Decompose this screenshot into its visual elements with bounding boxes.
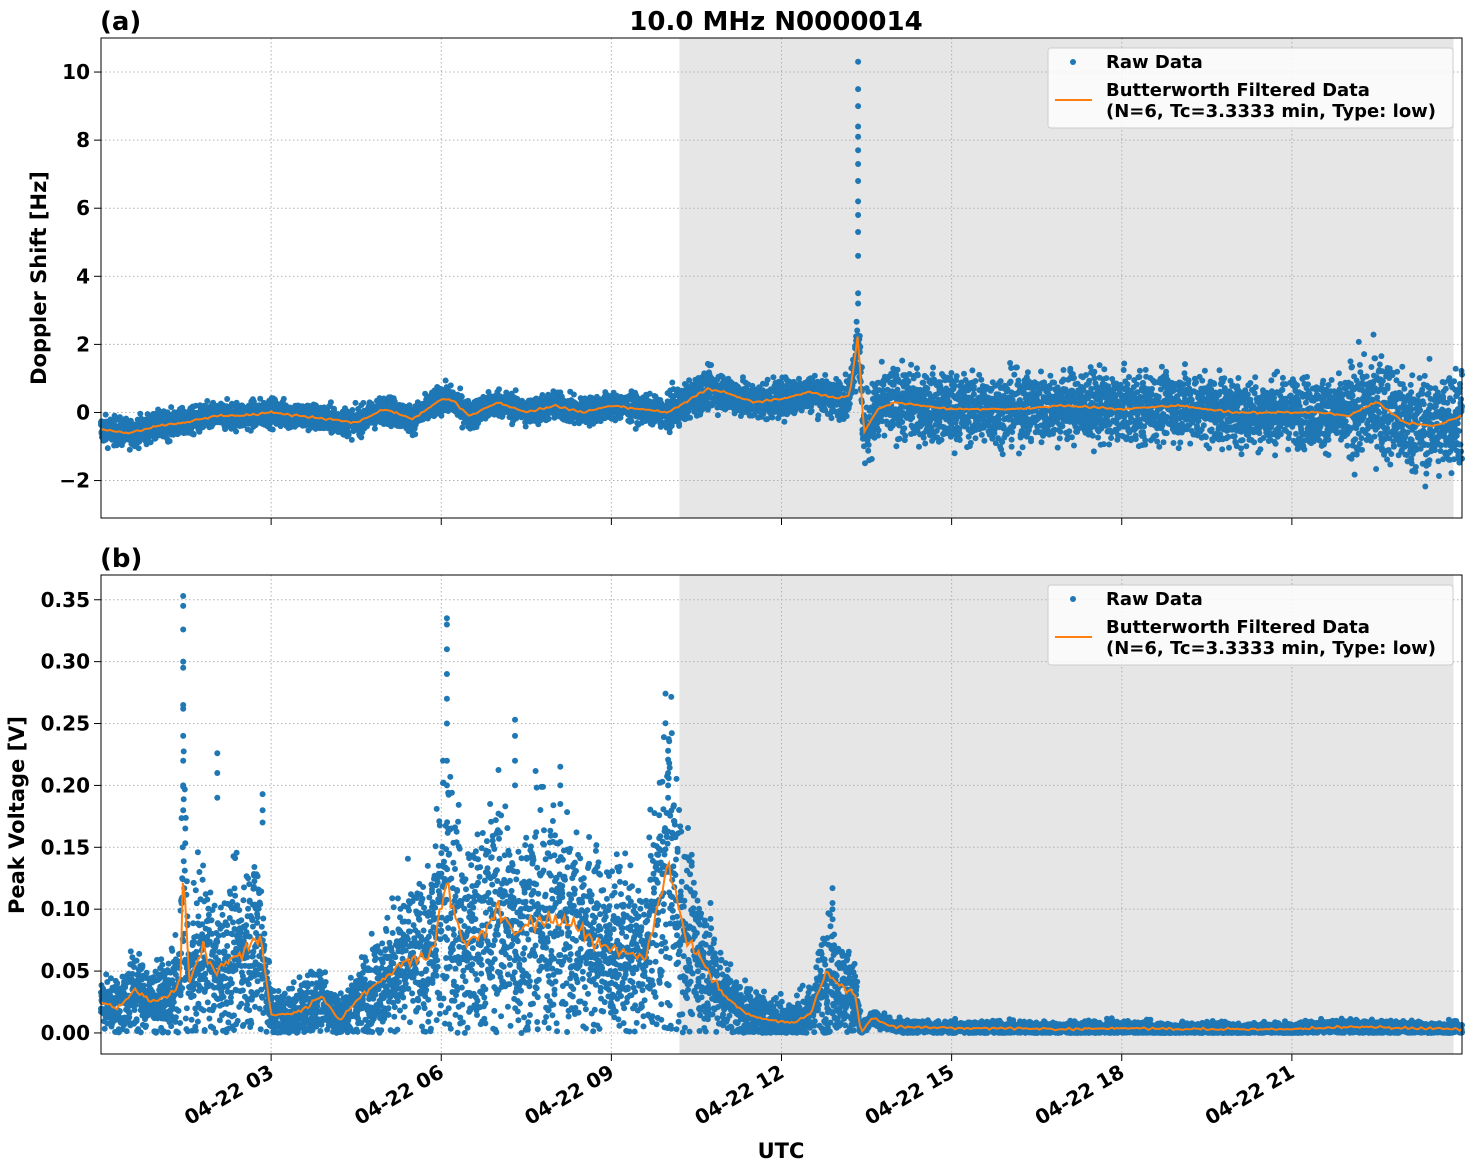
raw-data-point (828, 415, 835, 422)
raw-data-point (126, 446, 133, 453)
raw-data-point (168, 404, 175, 411)
raw-data-point (166, 438, 173, 445)
raw-data-point (280, 395, 287, 402)
raw-data-point (740, 374, 746, 381)
raw-data-point (190, 430, 197, 437)
raw-data-point (714, 412, 721, 419)
raw-data-point (822, 372, 829, 378)
raw-data-point (896, 435, 903, 442)
raw-data-point (908, 361, 915, 368)
raw-data-point (769, 414, 776, 421)
raw-data-point (920, 434, 927, 441)
raw-data-point (412, 431, 419, 438)
raw-data-point (961, 370, 967, 377)
raw-data-point (899, 357, 906, 364)
raw-data-point (358, 434, 365, 441)
raw-data-point (522, 423, 529, 430)
raw-data-point (447, 382, 454, 389)
raw-data-point (914, 372, 921, 379)
raw-data-point (496, 386, 502, 393)
raw-data-point (331, 405, 337, 412)
raw-data-point (669, 379, 676, 386)
raw-data-point (843, 413, 850, 420)
raw-data-point (956, 430, 963, 437)
raw-data-point (269, 426, 276, 433)
raw-data-point (764, 376, 771, 383)
raw-data-point (875, 432, 882, 439)
raw-data-point (233, 428, 240, 435)
raw-data-point (345, 431, 352, 438)
raw-data-point (881, 432, 888, 439)
raw-data-point (811, 372, 818, 379)
raw-data-point (360, 399, 367, 406)
raw-data-point (853, 318, 860, 325)
raw-data-point (442, 377, 449, 384)
raw-data-point (224, 396, 231, 402)
raw-data-point (956, 437, 963, 443)
raw-data-point (348, 436, 355, 443)
raw-data-point (102, 411, 109, 418)
raw-data-point (676, 422, 683, 429)
raw-data-point (781, 418, 788, 425)
raw-data-point (352, 399, 359, 406)
raw-data-point (929, 371, 936, 378)
raw-data-point (953, 373, 960, 380)
raw-data-point (628, 418, 635, 425)
figure-title: 10.0 MHz N0000014 (629, 7, 922, 37)
raw-data-point (865, 388, 872, 395)
raw-data-point (852, 388, 859, 395)
raw-data-point (913, 365, 920, 372)
raw-data-point (457, 385, 464, 392)
raw-data-point (878, 358, 885, 365)
raw-data-point (893, 443, 900, 450)
raw-data-point (899, 419, 906, 425)
raw-data-point (865, 447, 872, 454)
raw-data-point (875, 427, 882, 434)
raw-data-point (666, 429, 673, 436)
raw-data-point (902, 432, 909, 439)
raw-data-point (868, 456, 875, 462)
raw-data-point (815, 412, 822, 419)
raw-data-point (512, 387, 519, 394)
raw-data-point (905, 378, 912, 385)
raw-data-point (708, 362, 715, 368)
raw-data-point (889, 422, 896, 429)
panel-a-label: (a) (100, 7, 141, 37)
raw-data-point (204, 398, 211, 404)
raw-data-point (808, 407, 815, 414)
raw-data-point (135, 445, 142, 452)
raw-data-point (458, 393, 465, 400)
raw-data-point (916, 443, 922, 450)
raw-data-point (922, 440, 929, 447)
raw-data-point (846, 400, 853, 407)
raw-data-point (924, 385, 931, 392)
raw-data-point (770, 374, 777, 381)
raw-data-point (901, 425, 908, 432)
raw-data-point (137, 410, 144, 417)
raw-data-point (909, 414, 916, 421)
raw-data-point (894, 366, 901, 373)
raw-data-point (127, 417, 134, 424)
raw-data-point (948, 370, 955, 376)
raw-data-point (349, 407, 356, 413)
raw-data-point (946, 399, 953, 405)
raw-data-point (327, 399, 334, 406)
raw-data-point (570, 391, 577, 398)
raw-data-point (938, 436, 945, 443)
raw-data-point (951, 450, 958, 457)
raw-data-point (687, 414, 694, 421)
raw-data-point (104, 445, 111, 452)
raw-data-point (930, 364, 937, 371)
raw-data-point (545, 415, 552, 422)
raw-data-point (951, 382, 958, 389)
raw-data-point (854, 327, 861, 334)
raw-data-point (865, 441, 872, 448)
